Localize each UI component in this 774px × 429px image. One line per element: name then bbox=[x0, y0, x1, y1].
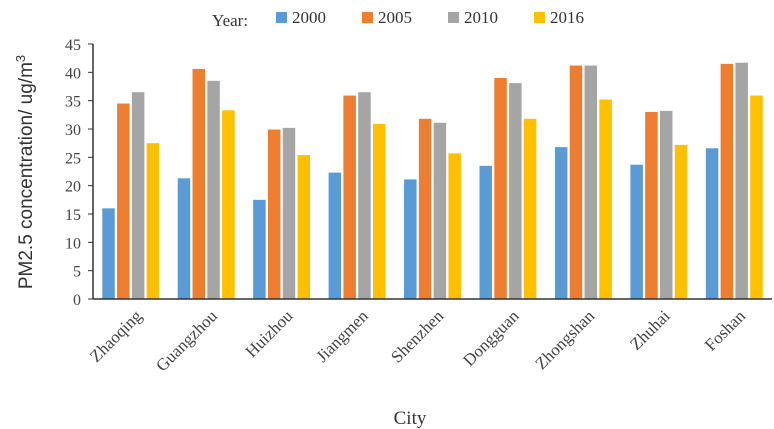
bar-zhongshan-2016 bbox=[599, 99, 612, 300]
legend-swatch-2000 bbox=[276, 12, 287, 23]
x-tick-label: Foshan bbox=[701, 306, 750, 355]
x-tick-label: Dongguan bbox=[459, 306, 523, 370]
x-axis-title: City bbox=[394, 408, 427, 429]
bar-dongguan-2000 bbox=[479, 165, 492, 299]
bar-zhuhai-2000 bbox=[630, 164, 643, 299]
bar-huizhou-2010 bbox=[282, 127, 296, 299]
legend-label-2010: 2010 bbox=[464, 8, 498, 27]
x-tick-label: Zhuhai bbox=[626, 306, 674, 354]
legend-title: Year: bbox=[212, 11, 248, 30]
bar-zhongshan-2000 bbox=[554, 147, 568, 299]
legend: Year: 2000 2005 2010 2016 bbox=[212, 8, 584, 30]
bar-jiangmen-2000 bbox=[328, 172, 342, 299]
legend-label-2000: 2000 bbox=[292, 8, 326, 27]
bar-huizhou-2016 bbox=[297, 155, 311, 299]
bars bbox=[102, 62, 763, 300]
bar-guangzhou-2000 bbox=[177, 178, 191, 299]
legend-swatch-2005 bbox=[362, 12, 373, 23]
bar-zhaoqing-2016 bbox=[146, 143, 160, 299]
bar-jiangmen-2010 bbox=[358, 92, 371, 300]
x-tick-label: Huizhou bbox=[242, 306, 297, 361]
bar-shenzhen-2000 bbox=[404, 179, 417, 299]
bar-guangzhou-2005 bbox=[192, 68, 206, 299]
bar-zhongshan-2010 bbox=[584, 65, 598, 300]
bar-guangzhou-2010 bbox=[207, 80, 220, 299]
x-tick-label: Zhaoqing bbox=[86, 306, 146, 366]
bar-foshan-2000 bbox=[705, 148, 719, 299]
x-tick-label: Jiangmen bbox=[312, 306, 372, 366]
y-tick-label: 25 bbox=[65, 150, 81, 167]
y-tick-label: 45 bbox=[65, 37, 81, 54]
legend-label-2016: 2016 bbox=[550, 8, 584, 27]
bar-zhaoqing-2000 bbox=[102, 208, 115, 299]
y-axis-title: PM2.5 concentration/ ug/m3 bbox=[13, 55, 37, 289]
bar-dongguan-2005 bbox=[494, 78, 507, 299]
bar-shenzhen-2005 bbox=[418, 118, 432, 299]
bar-guangzhou-2016 bbox=[222, 110, 235, 299]
legend-swatch-2010 bbox=[448, 12, 459, 23]
bar-zhongshan-2005 bbox=[569, 65, 583, 300]
y-tick-label: 30 bbox=[65, 122, 81, 139]
x-tick-label: Shenzhen bbox=[387, 306, 448, 367]
legend-label-2005: 2005 bbox=[378, 8, 412, 27]
y-tick-label: 20 bbox=[65, 179, 81, 196]
bar-dongguan-2010 bbox=[509, 83, 522, 299]
bar-zhuhai-2016 bbox=[674, 144, 688, 299]
bar-foshan-2016 bbox=[750, 95, 763, 299]
bar-jiangmen-2016 bbox=[373, 123, 386, 300]
y-axis-title-superscript: 3 bbox=[13, 55, 28, 62]
y-tick-label: 0 bbox=[73, 292, 81, 309]
bar-jiangmen-2005 bbox=[343, 95, 356, 299]
y-axis-ticks: 0 5 10 15 20 25 30 35 40 45 bbox=[65, 37, 93, 309]
x-axis-ticks: Zhaoqing Guangzhou Huizhou Jiangmen Shenzhen… bbox=[86, 306, 749, 375]
bar-foshan-2005 bbox=[720, 63, 734, 300]
bar-huizhou-2005 bbox=[267, 129, 281, 299]
bar-dongguan-2016 bbox=[523, 118, 537, 299]
y-axis-title-text: PM2.5 concentration/ ug/m bbox=[16, 62, 37, 289]
bar-zhuhai-2010 bbox=[659, 110, 673, 299]
bar-shenzhen-2016 bbox=[448, 153, 461, 299]
bar-foshan-2010 bbox=[735, 62, 748, 300]
y-tick-label: 40 bbox=[65, 65, 81, 82]
y-tick-label: 35 bbox=[65, 94, 81, 111]
bar-shenzhen-2010 bbox=[433, 122, 447, 300]
bar-zhaoqing-2005 bbox=[117, 103, 130, 299]
x-tick-label: Guangzhou bbox=[152, 306, 221, 375]
y-tick-label: 5 bbox=[73, 264, 81, 281]
bar-huizhou-2000 bbox=[253, 199, 266, 299]
x-tick-label: Zhongshan bbox=[531, 306, 598, 373]
bar-zhuhai-2005 bbox=[645, 112, 658, 299]
bar-zhaoqing-2010 bbox=[131, 92, 145, 300]
y-tick-label: 10 bbox=[65, 235, 81, 252]
legend-swatch-2016 bbox=[534, 12, 545, 23]
y-tick-label: 15 bbox=[65, 207, 81, 224]
